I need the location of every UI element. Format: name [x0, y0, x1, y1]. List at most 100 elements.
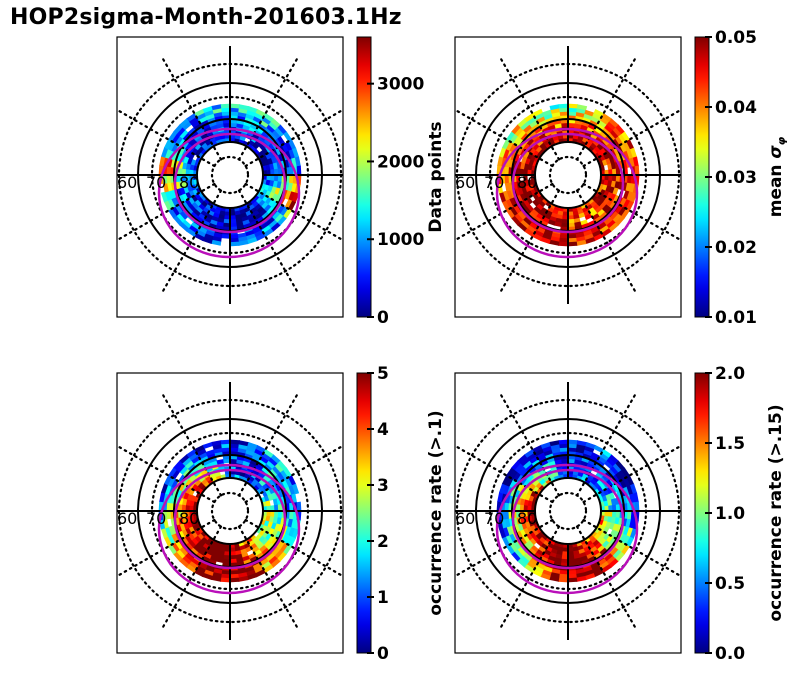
heatmap-cell: [620, 208, 630, 220]
heatmap-cell: [192, 544, 201, 553]
heatmap-cell: [266, 505, 271, 512]
heatmap-cell: [612, 549, 622, 560]
heatmap-cell: [597, 455, 608, 465]
heatmap-cell: [254, 539, 262, 547]
colorbar-tick-label: 4: [377, 420, 389, 440]
heatmap-cell: [278, 153, 285, 163]
heatmap-cell: [179, 117, 190, 128]
grid-meridian-dotted: [237, 189, 299, 294]
heatmap-cell: [630, 147, 638, 159]
heatmap-cell: [542, 109, 553, 117]
heatmap-cell: [528, 130, 537, 139]
heatmap-cell: [268, 555, 278, 566]
heatmap-cell: [532, 535, 540, 543]
heatmap-cell: [198, 451, 208, 460]
heatmap-cell: [531, 232, 543, 241]
heatmap-cell: [222, 222, 230, 228]
heatmap-cell: [576, 575, 587, 582]
heatmap-cell: [178, 138, 187, 148]
heatmap-cell: [584, 445, 595, 453]
heatmap-cell: [259, 150, 266, 157]
heatmap-cell: [261, 202, 269, 210]
heatmap-cell: [242, 559, 252, 566]
heatmap-cell: [210, 575, 222, 582]
heatmap-cell: [184, 552, 194, 562]
heatmap-cell: [541, 569, 552, 577]
heatmap-cell: [525, 127, 535, 136]
heatmap-cell: [202, 236, 213, 244]
heatmap-cell: [178, 474, 187, 484]
heatmap-cell: [186, 448, 197, 458]
heatmap-cell: [612, 127, 623, 137]
heatmap-cell: [196, 448, 207, 457]
heatmap-cell: [580, 219, 589, 226]
heatmap-cell: [616, 153, 623, 163]
heatmap-cell: [516, 138, 525, 148]
heatmap-cell: [536, 203, 544, 211]
heatmap-cell: [596, 143, 604, 151]
heatmap-cell: [626, 527, 634, 538]
heatmap-cell: [597, 486, 604, 493]
heatmap-cell: [601, 228, 612, 238]
heatmap-cell: [578, 212, 586, 219]
heatmap-cell: [253, 565, 264, 574]
colorbar-label-subscript: φ: [775, 136, 788, 145]
heatmap-cell: [223, 122, 231, 128]
heatmap-cell: [281, 143, 290, 153]
heatmap-cell: [277, 188, 285, 198]
colorbar-label: Data points: [426, 121, 446, 232]
heatmap-cell: [193, 232, 205, 241]
heatmap-cell: [606, 121, 617, 131]
heatmap-cell: [258, 535, 266, 543]
heatmap-cell: [284, 141, 293, 152]
heatmap-cell: [222, 558, 230, 564]
heatmap-cell: [205, 475, 212, 482]
heatmap-cell: [609, 547, 619, 557]
heatmap-cell: [229, 555, 237, 560]
heatmap-cell: [189, 211, 199, 220]
heatmap-cell: [606, 191, 613, 200]
heatmap-cell: [522, 478, 531, 487]
heatmap-cell: [230, 103, 241, 109]
heatmap-cell: [202, 572, 213, 580]
heatmap-cell: [277, 511, 283, 519]
grid-meridian-dotted: [455, 108, 554, 168]
grid-meridian-dotted: [575, 392, 637, 497]
heatmap-cell: [580, 223, 590, 230]
heatmap-cell: [601, 540, 610, 549]
heatmap-cell: [517, 546, 526, 557]
oval-boundary-poleward: [511, 468, 625, 570]
heatmap-cell: [590, 132, 598, 141]
heatmap-cell: [634, 501, 640, 512]
heatmap-cell: [513, 152, 521, 162]
heatmap-cell: [246, 237, 258, 245]
heatmap-cell: [512, 135, 522, 146]
grid-meridian-dotted: [161, 56, 223, 161]
grid-meridian-dotted: [244, 518, 343, 578]
heatmap-cell: [230, 107, 240, 113]
axes-frame: [454, 36, 682, 318]
heatmap-cell: [163, 536, 172, 547]
heatmap-cell: [211, 104, 222, 111]
colorbar-gradient: [356, 372, 372, 654]
heatmap-cell: [584, 573, 596, 581]
heatmap-cell: [526, 137, 535, 146]
heatmap-cell: [194, 199, 202, 207]
heatmap-cell: [615, 524, 623, 534]
heatmap-cell: [273, 511, 279, 518]
panel-top-left: 60 70 80 0 1000 2000 3000 Data points: [116, 36, 446, 328]
heatmap-cell: [195, 229, 206, 238]
heatmap-cell: [171, 133, 181, 144]
latitude-label: 60: [117, 173, 137, 192]
heatmap-cell: [615, 168, 621, 176]
latitude-label: 60: [455, 509, 475, 528]
panel-top-right: 60 70 80 0.01 0.02 0.03 0.04 0.05 mean σφ: [454, 28, 788, 328]
grid-meridian-dotted: [117, 518, 216, 578]
heatmap-cell: [500, 174, 506, 184]
heatmap-cell: [615, 460, 626, 471]
colorbar-tick-label: 3: [377, 476, 389, 496]
heatmap-cell: [527, 547, 537, 556]
heatmap-cell: [284, 526, 292, 536]
heatmap-cell: [607, 468, 616, 478]
